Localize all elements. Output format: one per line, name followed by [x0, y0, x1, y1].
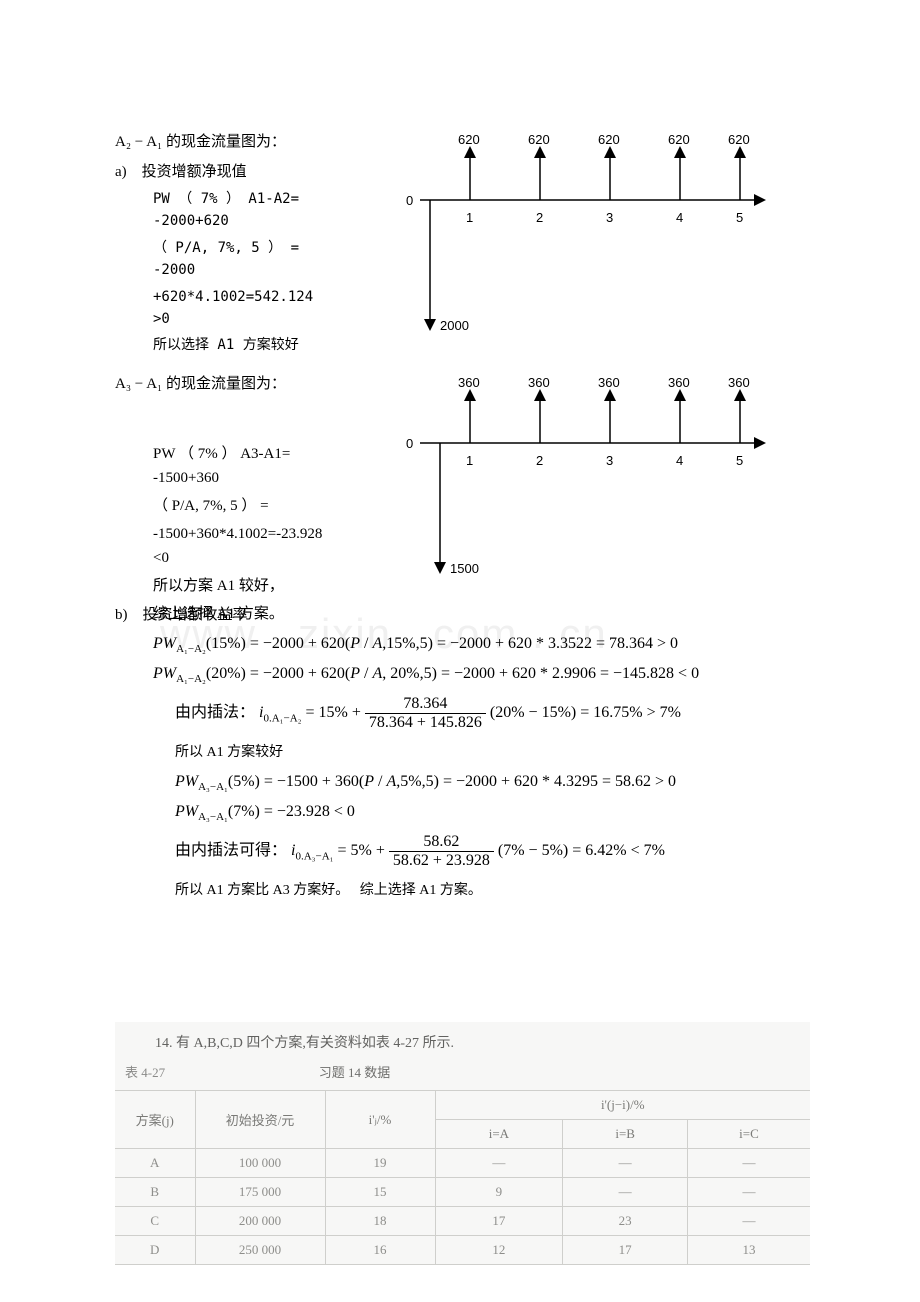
- so-a1-better-1: 所以 A1 方案较好: [115, 742, 805, 764]
- th-plan: 方案(j): [115, 1091, 195, 1149]
- cf2-x-4: 4: [676, 453, 683, 468]
- th-ia: i=A: [435, 1120, 563, 1149]
- interp-1: 由内插法： i0.A₁−A₂ = 15% + 78.364 78.364 + 1…: [115, 695, 805, 732]
- cf2-x-3: 3: [606, 453, 613, 468]
- cashflow-diagram-1: 0 620 620 620 620 620 1 2 3 4 5 2000: [400, 130, 780, 345]
- p14-table-label: 表 4-27: [115, 1062, 315, 1081]
- item-b-label: b) 投资增额收益率: [115, 603, 805, 627]
- pw1-line4: 所以选择 A1 方案较好: [153, 334, 325, 356]
- section-b: b) 投资增额收益率 PWA₁−A₂(15%) = −2000 + 620(P …: [115, 603, 805, 907]
- cf2-val-4: 360: [668, 375, 690, 390]
- table-row: A 100 000 19 — — —: [115, 1149, 810, 1178]
- table-row: D 250 000 16 12 17 13: [115, 1236, 810, 1265]
- problem-14: 14. 有 A,B,C,D 四个方案,有关资料如表 4-27 所示. 表 4-2…: [115, 1022, 810, 1265]
- eq-pw20: PWA₁−A₂(20%) = −2000 + 620(P / A, 20%,5)…: [115, 665, 805, 685]
- interp-2: 由内插法可得： i0.A₃−A₁ = 5% + 58.62 58.62 + 23…: [115, 833, 805, 870]
- cf2-val-5: 360: [728, 375, 750, 390]
- eq-pw15: PWA₁−A₂(15%) = −2000 + 620(P / A,15%,5) …: [115, 635, 805, 655]
- cf1-x-2: 2: [536, 210, 543, 225]
- cf1-val-5: 620: [728, 132, 750, 147]
- cf2-val-2: 360: [528, 375, 550, 390]
- th-ij: i'ⱼ/%: [325, 1091, 435, 1149]
- cf2-val-3: 360: [598, 375, 620, 390]
- interp1-den: 78.364 + 145.826: [365, 714, 486, 732]
- pw1-line1: PW （ 7% ） A1-A2= -2000+620: [153, 188, 325, 233]
- cf1-val-1: 620: [458, 132, 480, 147]
- interp2-post: (7% − 5%) = 6.42% < 7%: [498, 842, 665, 859]
- interp2-den: 58.62 + 23.928: [389, 852, 494, 870]
- cf2-x-2: 2: [536, 453, 543, 468]
- pw2-line2: （ P/A, 7%, 5 ） =: [153, 494, 325, 518]
- p14-table-caption: 习题 14 数据: [319, 1062, 391, 1081]
- heading-a2a1: A₂ − A₁ 的现金流量图为：: [115, 130, 325, 154]
- pw2-line4: 所以方案 A1 较好，: [153, 574, 325, 598]
- p14-title: 14. 有 A,B,C,D 四个方案,有关资料如表 4-27 所示.: [115, 1032, 810, 1052]
- cf1-down: 2000: [440, 318, 469, 333]
- so-a1-better-2: 所以 A1 方案比 A3 方案好。 综上选择 A1 方案。: [115, 880, 805, 902]
- cashflow-diagram-2: 0 360 360 360 360 360 1 2 3 4 5 1500: [400, 373, 780, 588]
- cf2-zero: 0: [406, 436, 413, 451]
- cf1-x-5: 5: [736, 210, 743, 225]
- item-a-label: a) 投资增额净现值: [115, 160, 325, 184]
- th-ic: i=C: [687, 1120, 810, 1149]
- table-row: C 200 000 18 17 23 —: [115, 1207, 810, 1236]
- cf1-arrows: [470, 152, 740, 200]
- th-ib: i=B: [563, 1120, 688, 1149]
- cf2-x-1: 1: [466, 453, 473, 468]
- interp1-pre: 由内插法：: [175, 705, 255, 722]
- interp1-post: (20% − 15%) = 16.75% > 7%: [490, 705, 681, 722]
- th-iji: i'(j−i)/%: [435, 1091, 810, 1120]
- pw1-line3: +620*4.1002=542.124 >0: [153, 286, 325, 331]
- cf1-x-1: 1: [466, 210, 473, 225]
- cf1-val-4: 620: [668, 132, 690, 147]
- pw2-line1: PW （ 7% ） A3-A1= -1500+360: [153, 442, 325, 490]
- cf2-arrows: [470, 395, 740, 443]
- cf1-x-3: 3: [606, 210, 613, 225]
- eq-pw5: PWA₃−A₁(5%) = −1500 + 360(P / A,5%,5) = …: [115, 773, 805, 793]
- eq-pw7: PWA₃−A₁(7%) = −23.928 < 0: [115, 803, 805, 823]
- cf2-val-1: 360: [458, 375, 480, 390]
- cf1-val-3: 620: [598, 132, 620, 147]
- interp1-num: 78.364: [365, 695, 486, 714]
- pw1-line2: （ P/A, 7%, 5 ） = -2000: [153, 237, 325, 282]
- p14-tbody: A 100 000 19 — — — B 175 000 15 9 — — C …: [115, 1149, 810, 1265]
- heading-a3a1: A₃ − A₁ 的现金流量图为：: [115, 372, 325, 396]
- pw2-line3: -1500+360*4.1002=-23.928 <0: [153, 522, 325, 570]
- cf1-x-4: 4: [676, 210, 683, 225]
- section-a2-a1: A₂ − A₁ 的现金流量图为： a) 投资增额净现值 PW （ 7% ） A1…: [115, 130, 325, 361]
- section-a3-a1: A₃ − A₁ 的现金流量图为： PW （ 7% ） A3-A1= -1500+…: [115, 372, 325, 630]
- p14-table: 方案(j) 初始投资/元 i'ⱼ/% i'(j−i)/% i=A i=B i=C…: [115, 1090, 810, 1265]
- cf1-val-2: 620: [528, 132, 550, 147]
- interp2-num: 58.62: [389, 833, 494, 852]
- interp2-pre: 由内插法可得：: [175, 842, 287, 859]
- th-invest: 初始投资/元: [195, 1091, 325, 1149]
- cf2-x-5: 5: [736, 453, 743, 468]
- cf1-zero: 0: [406, 193, 413, 208]
- table-row: B 175 000 15 9 — —: [115, 1178, 810, 1207]
- cf2-down: 1500: [450, 561, 479, 576]
